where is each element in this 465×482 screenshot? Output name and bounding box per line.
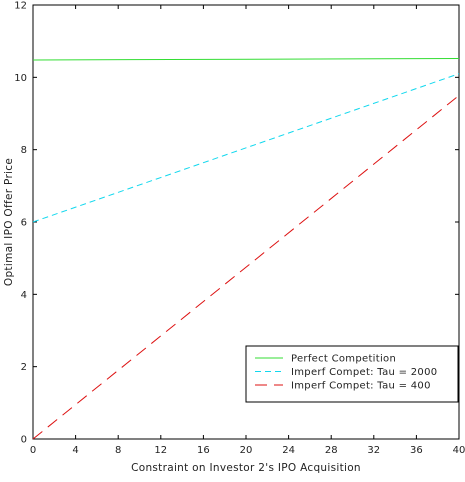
y-axis-title: Optimal IPO Offer Price bbox=[3, 158, 15, 286]
y-tick-label: 8 bbox=[21, 145, 27, 156]
y-tick-label: 10 bbox=[14, 73, 27, 84]
legend-label-3: Imperf Compet: Tau = 400 bbox=[291, 381, 431, 392]
x-axis-title: Constraint on Investor 2's IPO Acquisiti… bbox=[131, 462, 361, 474]
x-tick-label: 4 bbox=[72, 445, 78, 456]
series-line-1 bbox=[32, 58, 460, 61]
legend-entries: Perfect Competition Imperf Compet: Tau = … bbox=[255, 354, 437, 392]
x-tick-label: 16 bbox=[197, 445, 210, 456]
y-tick-label: 6 bbox=[21, 218, 27, 229]
x-tick-label: 32 bbox=[367, 445, 380, 456]
legend-label-1: Perfect Competition bbox=[291, 354, 396, 365]
y-tick-label: 4 bbox=[21, 290, 27, 301]
y-tick-label: 12 bbox=[14, 1, 27, 12]
x-tick-label: 12 bbox=[154, 445, 167, 456]
legend-label-2: Imperf Compet: Tau = 2000 bbox=[291, 367, 437, 378]
x-tick-label: 0 bbox=[30, 445, 36, 456]
x-tick-label: 28 bbox=[325, 445, 338, 456]
x-tick-label: 8 bbox=[115, 445, 121, 456]
series-lines bbox=[32, 58, 460, 440]
y-tick-label: 0 bbox=[21, 435, 27, 446]
legend: Perfect Competition Imperf Compet: Tau = … bbox=[245, 345, 459, 403]
x-tick-label: 24 bbox=[282, 445, 295, 456]
x-tick-label: 20 bbox=[240, 445, 253, 456]
series-line-2 bbox=[32, 73, 460, 223]
legend-box bbox=[245, 345, 459, 403]
x-tick-label: 40 bbox=[453, 445, 465, 456]
x-tick-label: 36 bbox=[410, 445, 423, 456]
series-line-3 bbox=[32, 95, 460, 440]
y-tick-label: 2 bbox=[21, 362, 27, 373]
